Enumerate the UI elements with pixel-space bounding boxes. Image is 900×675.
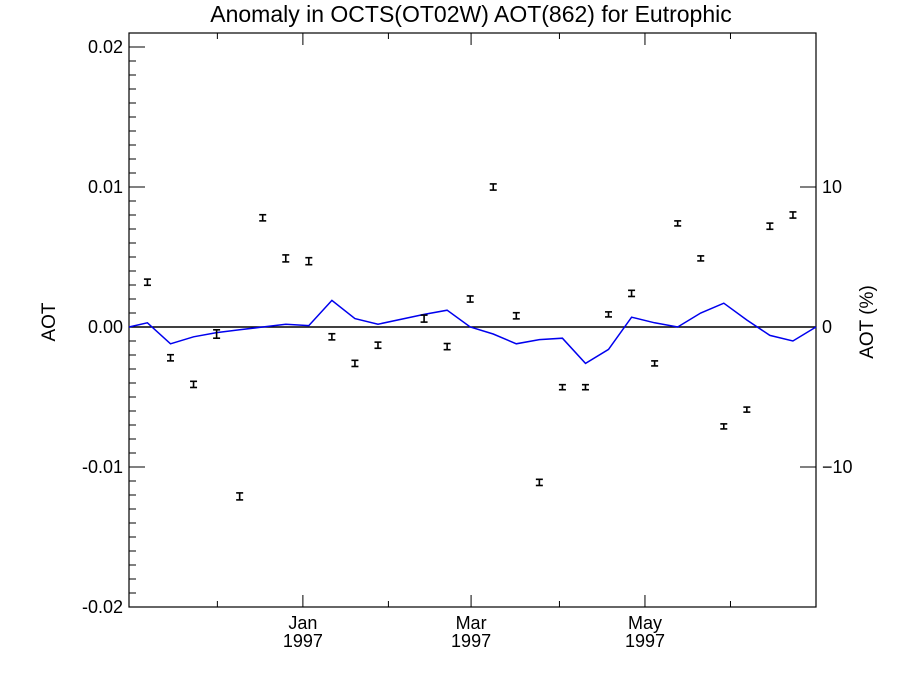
error-bar-point [743, 406, 751, 413]
error-bar-point [466, 295, 474, 303]
error-bar-point [143, 278, 151, 287]
error-bar-point [374, 341, 382, 350]
error-bar-point [628, 289, 636, 298]
error-bar-point [443, 342, 451, 351]
error-bar-point [166, 353, 174, 362]
y2-tick-label: 0 [822, 317, 832, 337]
error-bar-point [420, 314, 428, 323]
error-bar-point [605, 311, 613, 318]
x-tick-year: 1997 [283, 631, 323, 651]
error-bar-point [697, 255, 705, 262]
error-bar-point [535, 478, 543, 487]
x-tick-month: Jan [288, 613, 317, 633]
y2-tick-label: −10 [822, 457, 853, 477]
y-tick-label: -0.01 [82, 457, 123, 477]
error-bar-point [581, 383, 589, 391]
error-bar-point [328, 332, 336, 341]
x-tick-year: 1997 [451, 631, 491, 651]
error-bar-point [720, 423, 728, 430]
error-bar-point [489, 183, 497, 191]
aot-anomaly-series [143, 183, 797, 501]
x-tick-year: 1997 [625, 631, 665, 651]
y2-tick-label: 10 [822, 177, 842, 197]
chart-title: Anomaly in OCTS(OT02W) AOT(862) for Eutr… [210, 1, 732, 27]
y-axis-title: AOT [39, 302, 60, 341]
error-bar-point [651, 360, 659, 367]
error-bar-point [351, 359, 359, 368]
plot-frame [128, 32, 817, 608]
y-tick-label: 0.01 [88, 177, 123, 197]
error-bar-point [305, 256, 313, 266]
error-bar-point [282, 254, 290, 263]
error-bar-point [236, 492, 244, 501]
y-tick-label: 0.02 [88, 37, 123, 57]
x-tick-month: May [628, 613, 662, 633]
x-tick-month: Mar [456, 613, 487, 633]
error-bar-point [766, 222, 774, 231]
error-bar-point [190, 380, 198, 389]
y-tick-label: 0.00 [88, 317, 123, 337]
y-tick-label: -0.02 [82, 597, 123, 617]
axis-ticks: -0.02-0.010.000.010.02−10010Jan1997Mar19… [82, 33, 853, 651]
error-bar-point [213, 328, 221, 340]
error-bar-point [789, 211, 797, 219]
error-bar-point [674, 220, 682, 227]
error-bar-point [558, 383, 566, 391]
y2-axis-title: AOT (%) [857, 285, 878, 359]
percent-anomaly-series [128, 299, 817, 365]
percent-anomaly-line [128, 299, 817, 365]
error-bar-point [512, 311, 520, 320]
error-bar-point [259, 213, 267, 222]
